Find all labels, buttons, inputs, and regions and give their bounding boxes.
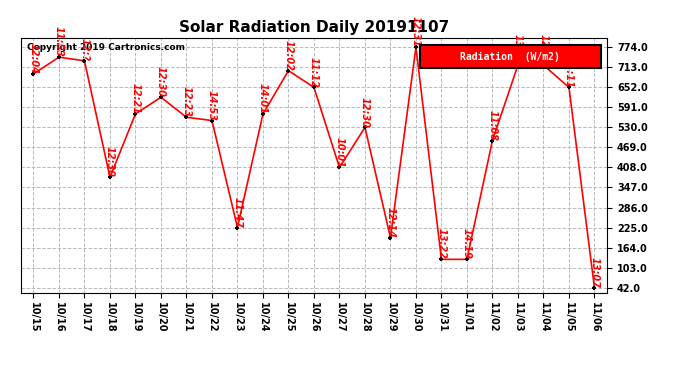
- Text: 11:08: 11:08: [487, 110, 497, 141]
- Text: 12:14: 12:14: [386, 207, 395, 238]
- Point: [257, 111, 268, 117]
- Text: 12:21: 12:21: [130, 83, 141, 114]
- Text: 11:53: 11:53: [54, 26, 64, 57]
- Point: [79, 58, 90, 64]
- Text: 14:53: 14:53: [207, 90, 217, 120]
- Point: [385, 235, 396, 241]
- Text: 12:30: 12:30: [105, 146, 115, 177]
- Point: [462, 256, 473, 262]
- Point: [155, 94, 166, 100]
- Point: [334, 165, 345, 171]
- Point: [283, 68, 294, 74]
- Point: [53, 54, 64, 60]
- Text: 12:31: 12:31: [411, 16, 421, 47]
- Point: [104, 174, 115, 180]
- Point: [28, 71, 39, 77]
- Text: 10:01: 10:01: [335, 136, 344, 168]
- Point: [589, 285, 600, 291]
- Text: Copyright 2019 Cartronics.com: Copyright 2019 Cartronics.com: [26, 43, 184, 52]
- Text: 13:00: 13:00: [513, 34, 523, 65]
- Point: [359, 124, 371, 130]
- Point: [513, 62, 524, 68]
- Point: [130, 111, 141, 117]
- Point: [436, 256, 447, 262]
- Text: 12:30: 12:30: [156, 66, 166, 97]
- Point: [487, 138, 498, 144]
- Point: [538, 62, 549, 68]
- Text: 13:07: 13:07: [589, 257, 600, 288]
- Text: 12:?: 12:?: [79, 38, 90, 61]
- Point: [206, 117, 217, 123]
- Point: [411, 44, 422, 50]
- Text: 12:36: 12:36: [538, 34, 549, 65]
- Point: [308, 84, 319, 90]
- Point: [181, 114, 192, 120]
- Text: 12:23: 12:23: [181, 86, 191, 117]
- Text: 12:02: 12:02: [284, 40, 293, 70]
- Title: Solar Radiation Daily 20191107: Solar Radiation Daily 20191107: [179, 20, 449, 35]
- Text: 12:30: 12:30: [360, 96, 370, 128]
- Text: 11:11: 11:11: [564, 57, 574, 87]
- Point: [564, 84, 575, 90]
- Text: 11:12: 11:12: [309, 57, 319, 87]
- Text: 14:19: 14:19: [462, 228, 472, 260]
- Text: 11:47: 11:47: [233, 196, 242, 228]
- Text: 14:01: 14:01: [258, 83, 268, 114]
- Text: 13:22: 13:22: [437, 228, 446, 260]
- Point: [232, 225, 243, 231]
- Text: 12:04: 12:04: [28, 43, 39, 74]
